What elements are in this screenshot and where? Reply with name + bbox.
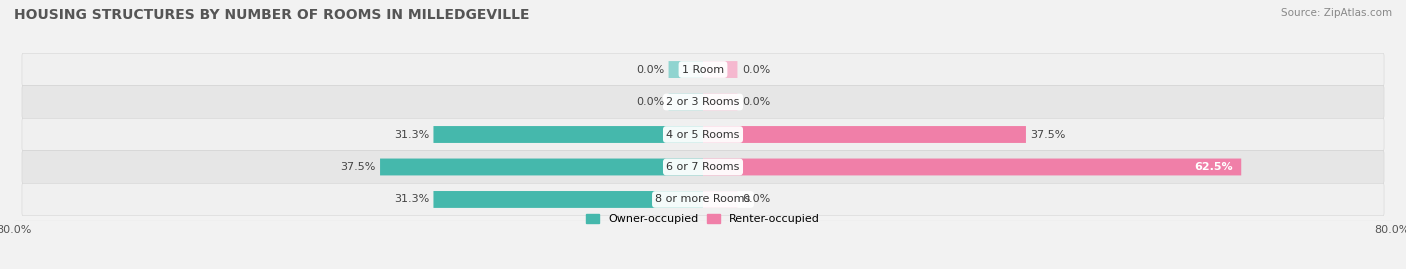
Text: 0.0%: 0.0%	[742, 97, 770, 107]
Text: 4 or 5 Rooms: 4 or 5 Rooms	[666, 129, 740, 140]
Text: 0.0%: 0.0%	[742, 194, 770, 204]
FancyBboxPatch shape	[703, 126, 1026, 143]
Text: Source: ZipAtlas.com: Source: ZipAtlas.com	[1281, 8, 1392, 18]
Text: 8 or more Rooms: 8 or more Rooms	[655, 194, 751, 204]
FancyBboxPatch shape	[433, 126, 703, 143]
FancyBboxPatch shape	[380, 158, 703, 175]
FancyBboxPatch shape	[703, 158, 1241, 175]
FancyBboxPatch shape	[22, 53, 1384, 86]
FancyBboxPatch shape	[22, 86, 1384, 118]
Text: 0.0%: 0.0%	[636, 65, 664, 75]
Text: 0.0%: 0.0%	[636, 97, 664, 107]
FancyBboxPatch shape	[22, 183, 1384, 216]
FancyBboxPatch shape	[669, 94, 703, 111]
Text: 6 or 7 Rooms: 6 or 7 Rooms	[666, 162, 740, 172]
Legend: Owner-occupied, Renter-occupied: Owner-occupied, Renter-occupied	[581, 210, 825, 229]
Text: HOUSING STRUCTURES BY NUMBER OF ROOMS IN MILLEDGEVILLE: HOUSING STRUCTURES BY NUMBER OF ROOMS IN…	[14, 8, 530, 22]
Text: 31.3%: 31.3%	[394, 194, 429, 204]
FancyBboxPatch shape	[703, 61, 738, 78]
Text: 0.0%: 0.0%	[742, 65, 770, 75]
FancyBboxPatch shape	[669, 61, 703, 78]
Text: 62.5%: 62.5%	[1194, 162, 1233, 172]
FancyBboxPatch shape	[703, 191, 738, 208]
Text: 31.3%: 31.3%	[394, 129, 429, 140]
Text: 2 or 3 Rooms: 2 or 3 Rooms	[666, 97, 740, 107]
FancyBboxPatch shape	[22, 151, 1384, 183]
FancyBboxPatch shape	[703, 94, 738, 111]
Text: 37.5%: 37.5%	[1031, 129, 1066, 140]
FancyBboxPatch shape	[22, 118, 1384, 151]
Text: 37.5%: 37.5%	[340, 162, 375, 172]
Text: 1 Room: 1 Room	[682, 65, 724, 75]
FancyBboxPatch shape	[433, 191, 703, 208]
